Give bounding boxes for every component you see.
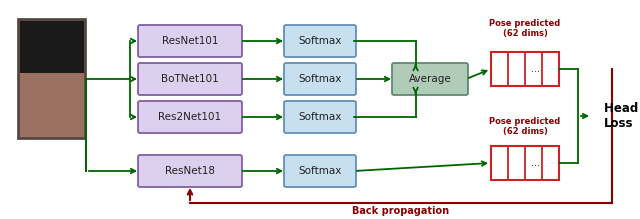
FancyBboxPatch shape	[138, 101, 242, 133]
FancyBboxPatch shape	[138, 155, 242, 187]
Bar	[18, 19, 86, 139]
Bar	[20, 71, 84, 137]
Text: ...: ...	[531, 64, 540, 74]
Text: Res2Net101: Res2Net101	[159, 112, 221, 122]
FancyBboxPatch shape	[138, 25, 242, 57]
Text: ResNet101: ResNet101	[162, 36, 218, 46]
FancyBboxPatch shape	[284, 155, 356, 187]
Text: Pose predicted
(62 dims): Pose predicted (62 dims)	[490, 19, 561, 38]
Text: ...: ...	[531, 158, 540, 168]
Text: Softmax: Softmax	[298, 166, 342, 176]
Bar	[20, 21, 84, 73]
Text: BoTNet101: BoTNet101	[161, 74, 219, 84]
Text: Head Pose
Loss: Head Pose Loss	[604, 102, 640, 130]
FancyBboxPatch shape	[138, 63, 242, 95]
FancyBboxPatch shape	[392, 63, 468, 95]
FancyBboxPatch shape	[284, 101, 356, 133]
Text: Average: Average	[408, 74, 451, 84]
Text: Softmax: Softmax	[298, 74, 342, 84]
Bar	[491, 146, 559, 180]
Text: Softmax: Softmax	[298, 36, 342, 46]
Bar	[491, 52, 559, 86]
Text: Pose predicted
(62 dims): Pose predicted (62 dims)	[490, 117, 561, 136]
Text: Softmax: Softmax	[298, 112, 342, 122]
Text: ResNet18: ResNet18	[165, 166, 215, 176]
FancyBboxPatch shape	[284, 25, 356, 57]
Text: Back propagation: Back propagation	[353, 206, 449, 216]
FancyBboxPatch shape	[284, 63, 356, 95]
